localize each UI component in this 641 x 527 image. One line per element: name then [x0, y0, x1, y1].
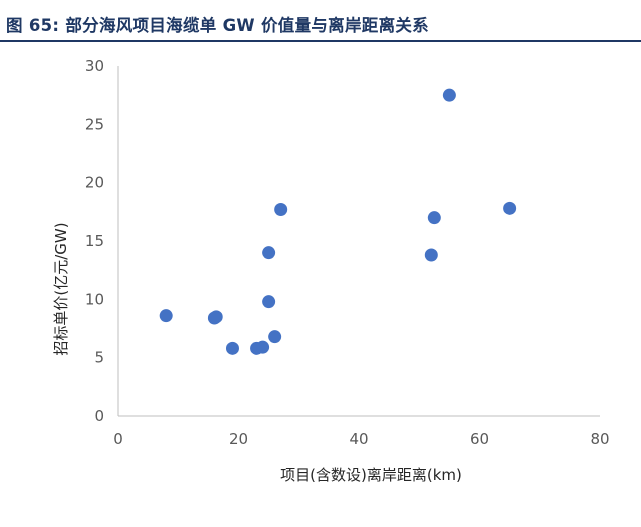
data-point [503, 201, 517, 215]
data-point [424, 248, 438, 262]
data-point [268, 330, 282, 344]
y-tick-label: 20 [85, 174, 104, 192]
data-point [442, 88, 456, 102]
data-points [159, 88, 517, 355]
y-tick-label: 5 [94, 349, 104, 367]
x-tick-label: 40 [349, 430, 368, 448]
y-tick-label: 15 [85, 232, 104, 250]
figure-header: 图 65: 部分海风项目海缆单 GW 价值量与离岸距离关系 [0, 0, 641, 42]
x-tick-label: 0 [113, 430, 123, 448]
x-tick-label: 20 [229, 430, 248, 448]
data-point [209, 310, 223, 324]
y-tick-label: 25 [85, 115, 104, 133]
y-tick-labels: 0 5 10 15 20 25 30 [85, 57, 104, 425]
data-point [274, 203, 288, 216]
x-tick-label: 60 [470, 430, 489, 448]
y-axis-label: 招标单价(亿元/GW) [52, 222, 70, 355]
chart-axes [117, 66, 600, 417]
x-tick-labels: 0 20 40 60 80 [113, 430, 609, 448]
x-axis-label: 项目(含数设)离岸距离(km) [280, 466, 462, 484]
data-point [225, 341, 239, 355]
figure-title: 图 65: 部分海风项目海缆单 GW 价值量与离岸距离关系 [6, 16, 429, 35]
x-tick-label: 80 [590, 430, 609, 448]
data-point [262, 246, 276, 260]
y-tick-label: 10 [85, 290, 104, 308]
data-point [159, 309, 173, 323]
data-point [256, 340, 270, 354]
data-point [427, 211, 441, 225]
y-tick-label: 0 [94, 407, 104, 425]
y-tick-label: 30 [85, 57, 104, 75]
title-divider [0, 40, 641, 42]
data-point [262, 295, 276, 309]
scatter-chart: 0 5 10 15 20 25 30 0 20 40 60 80 项目(含数设)离岸距离(km) 招… [52, 57, 610, 484]
